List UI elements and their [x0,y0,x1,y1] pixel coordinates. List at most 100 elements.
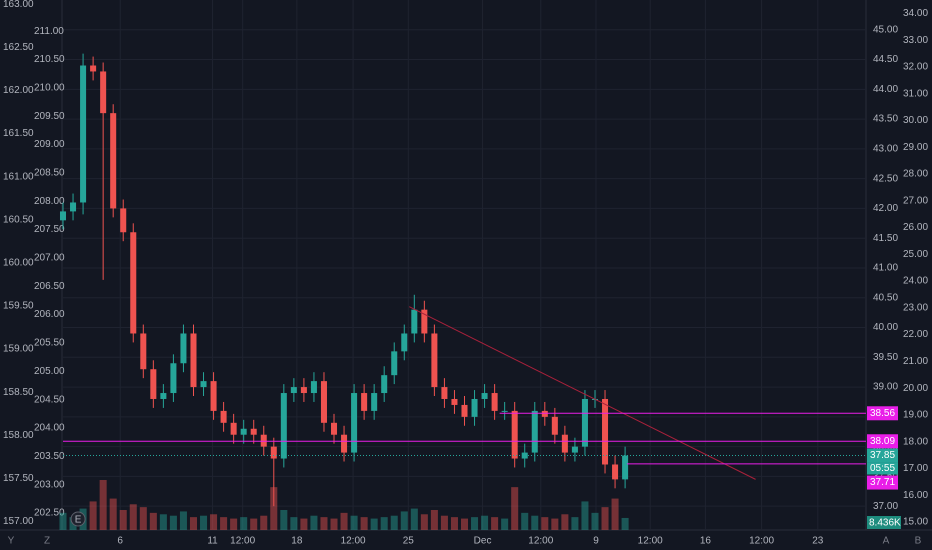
y-tick-label: 39.50 [873,352,898,363]
candle-body [150,369,157,399]
x-tick-label: 11 [207,536,218,547]
volume-bar [491,517,499,530]
candle-body [140,333,147,370]
y-tick-label: 44.00 [873,84,898,95]
candle-body [280,393,287,459]
y-tick-label: 209.00 [34,139,65,150]
candle-body [120,208,127,233]
y-tick-label: 162.00 [3,85,34,96]
volume-label-bg [867,516,901,529]
volume-bar [89,501,97,530]
candle-body [180,333,187,364]
y-tick-label: 211.00 [34,26,64,37]
y-tick-label: 203.50 [34,451,65,462]
candle-body [70,202,77,212]
volume-bar [380,517,388,530]
candle-body [100,71,107,114]
x-tick-label: 12:00 [230,536,255,547]
x-tick-label: 12:00 [749,536,774,547]
y-tick-label: 21.00 [903,356,928,367]
x-tick-label: 18 [291,536,303,547]
volume-bar [220,517,228,530]
candle-body [551,416,558,435]
volume-bar [200,515,208,530]
y-tick-label: 206.50 [34,281,65,292]
candle-body [381,375,388,394]
candle-body [581,398,588,447]
volume-bar [240,517,248,530]
price-label-bg [867,406,898,421]
volume-bar [410,508,418,530]
candle-body [481,393,488,399]
earnings-marker [70,511,86,527]
candle-body [341,434,348,453]
x-tick-label: 12:00 [341,536,366,547]
candle-body [320,381,327,423]
toolbar-button[interactable]: A [883,536,890,547]
y-tick-label: 40.00 [873,322,898,333]
candle-body [561,434,568,453]
candle-body [511,410,518,459]
volume-label: 8.436K [869,518,901,529]
volume-bar [129,504,137,530]
y-tick-label: 159.00 [3,344,34,355]
y-tick-label: 39.00 [873,382,898,393]
volume-bar [99,480,107,530]
y-tick-label: 205.50 [34,338,65,349]
candle-body [80,65,87,203]
y-tick-label: 42.50 [873,173,898,184]
trendline [409,306,756,480]
y-tick-label: 41.00 [873,263,898,274]
candle-body [290,387,297,394]
y-tick-label: 202.50 [34,508,65,519]
volume-bar [290,517,298,530]
y-tick-label: 161.00 [3,171,34,182]
volume-bar [59,512,67,530]
volume-bar [400,511,408,530]
volume-bar [149,512,157,530]
y-tick-label: 22.00 [903,329,928,340]
volume-bar [139,507,147,530]
y-tick-label: 158.50 [3,387,34,398]
x-tick-label: 12:00 [638,536,663,547]
y-tick-label: 18.00 [903,436,928,447]
toolbar-button[interactable]: Z [44,536,50,547]
candle-body [451,398,458,405]
candle-body [602,398,609,465]
volume-bar [531,515,539,530]
y-tick-label: 210.00 [34,83,65,94]
volume-bar [481,515,489,530]
y-tick-label: 31.00 [903,88,928,99]
candle-body [421,309,428,334]
current-price-label-bg [867,448,898,463]
y-tick-label: 40.50 [873,292,898,303]
toolbar-button[interactable]: Y [8,536,15,547]
x-tick-label: 23 [812,536,824,547]
volume-bar [189,517,198,530]
y-tick-label: 209.50 [34,111,65,122]
candle-body [571,446,578,453]
volume-bar [591,512,599,530]
y-tick-label: 203.00 [34,479,65,490]
y-tick-label: 161.50 [3,128,34,139]
candle-body [521,452,528,459]
y-tick-label: 208.50 [34,168,65,179]
toolbar-button[interactable]: B [915,536,922,547]
candle-body [622,455,629,480]
candle-body [230,422,237,435]
volume-bar [179,511,187,530]
y-tick-label: 16.00 [903,490,928,501]
volume-bar [169,515,177,530]
y-tick-label: 160.50 [3,214,34,225]
volume-bar [460,518,469,530]
y-tick-label: 28.00 [903,169,928,180]
y-tick-label: 45.00 [873,24,898,35]
candle-body [391,351,398,376]
candle-body [160,393,167,399]
volume-bar [260,515,268,530]
volume-bar [320,517,328,530]
volume-bar [621,517,629,530]
candle-body [531,410,538,453]
